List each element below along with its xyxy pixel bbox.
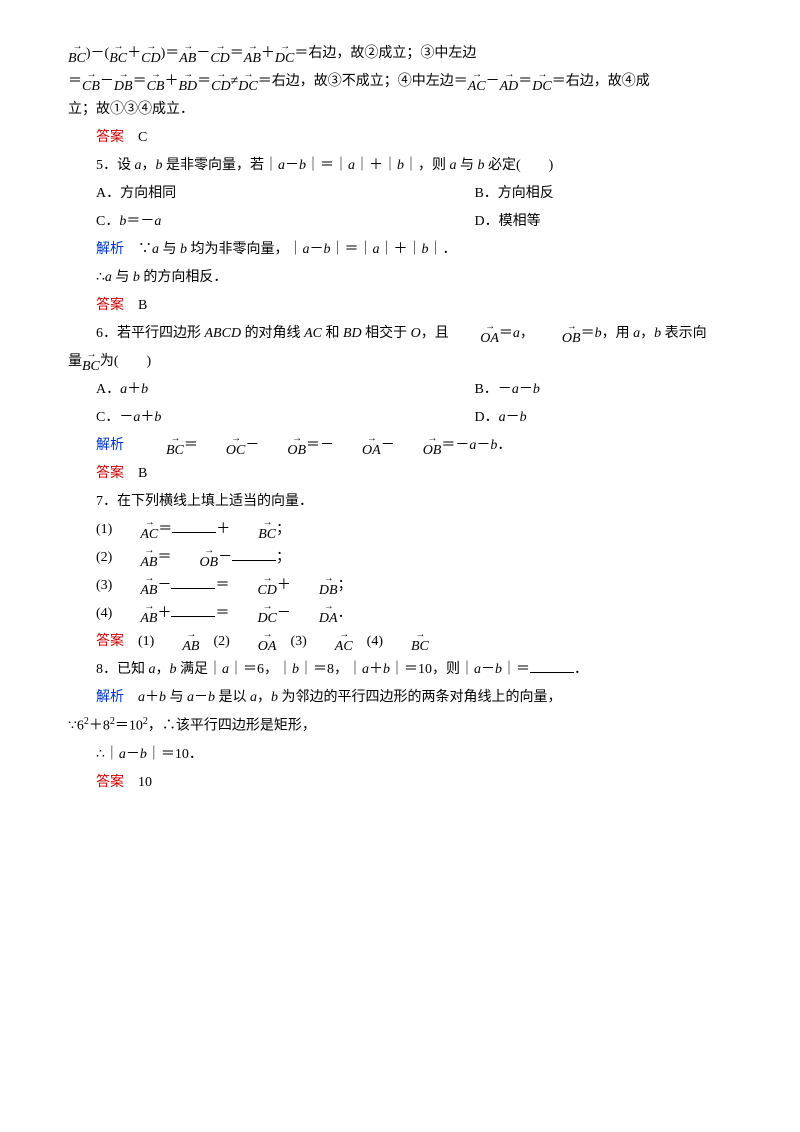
q6-answer: B [138,466,147,481]
q5-optD: D．模相等 [446,208,732,236]
blank [171,574,215,589]
text: ＝右边，故④成 [552,74,650,89]
q5-stem: 5．设 a，b 是非零向量，若｜a－b｜＝｜a｜＋｜b｜，则 a 与 b 必定(… [68,152,732,180]
analysis-label: 解析 [96,438,124,453]
vec-CD: →CD [211,70,230,94]
q7-p1: (1)→AC＝＋→BC； [68,516,732,544]
q5-options-row1: A．方向相同 B．方向相反 [68,180,732,208]
q6-optA: A．a＋b [68,376,446,404]
q6-stem-line2: 量→BC为( ) [68,348,732,376]
vec-DB: →DB [114,70,133,94]
vec-AB: →AB [154,630,199,654]
q6-answer-line: 答案 B [68,460,732,488]
vec-DC: →DC [229,602,276,626]
q8-stem: 8．已知 a，b 满足｜a｜＝6，｜b｜＝8，｜a＋b｜＝10，则｜a－b｜＝． [68,656,732,684]
answer-label: 答案 [96,775,124,790]
vec-BD: →BD [178,70,197,94]
q8-analysis: 解析 a＋b 与 a－b 是以 a，b 为邻边的平行四边形的两条对角线上的向量， [68,684,732,712]
vec-OA: →OA [230,630,277,654]
vec-DC: →DC [532,70,551,94]
text: ＝右边，故③不成立；④中左边＝ [258,74,468,89]
q7-p2: (2)→AB＝→OB－； [68,544,732,572]
vec-AB: →AB [179,42,196,66]
q8-calc: ∵62＋82＝102，∴该平行四边形是矩形， [68,712,732,741]
answer-label: 答案 [96,466,124,481]
text: ＝右边，故②成立；③中左边 [294,46,476,61]
q5-answer-line: 答案 B [68,292,732,320]
answer-label: 答案 [96,634,124,649]
answer-label: 答案 [96,130,124,145]
blank [530,658,574,673]
q5-conclusion: ∴a 与 b 的方向相反． [68,264,732,292]
vec-OB: →OB [395,434,442,458]
vec-AB: →AB [112,574,157,598]
proof-line-3: 立；故①③④成立． [68,96,732,124]
vec-OB: →OB [171,546,218,570]
q5-optA: A．方向相同 [68,180,446,208]
vec-BC: →BC [138,434,184,458]
q8-answer: 10 [138,775,152,790]
q7-p4: (4)→AB＋＝→DC－→DA． [68,600,732,628]
analysis-label: 解析 [96,690,124,705]
vec-CD: →CD [229,574,276,598]
q5-answer: B [138,298,147,313]
vec-CB: →CB [147,70,165,94]
vec-AB: →AB [112,546,157,570]
vec-OC: →OC [198,434,245,458]
proof-line-1: →BC)－(→BC＋→CD)＝→AB－→CD＝→AB＋→DC＝右边，故②成立；③… [68,40,732,68]
q6-optD: D．a－b [446,404,732,432]
q8-conclusion: ∴｜a－b｜＝10． [68,741,732,769]
q5-optB: B．方向相反 [446,180,732,208]
q6-optC: C．－a＋b [68,404,446,432]
blank [232,546,276,561]
answer-label: 答案 [96,298,124,313]
q6-options-row2: C．－a＋b D．a－b [68,404,732,432]
q7-stem: 7．在下列横线上填上适当的向量． [68,488,732,516]
q4-answer: C [138,130,147,145]
vec-AC: →AC [112,518,158,542]
vec-BC: →BC [230,518,276,542]
proof-line-2: ＝→CB－→DB＝→CB＋→BD＝→CD≠→DC＝右边，故③不成立；④中左边＝→… [68,68,732,96]
vec-AC: →AC [307,630,353,654]
q4-answer-line: 答案 C [68,124,732,152]
q6-analysis: 解析 →BC＝→OC－→OB＝－→OA－→OB＝－a－b． [68,432,732,460]
q6-options-row1: A．a＋b B．－a－b [68,376,732,404]
vec-CD: →CD [210,42,229,66]
q7-p3: (3)→AB－＝→CD＋→DB； [68,572,732,600]
q6-optB: B．－a－b [446,376,732,404]
q7-answer-line: 答案 (1)→AB (2)→OA (3)→AC (4)→BC [68,628,732,656]
analysis-label: 解析 [96,242,124,257]
vec-AB: →AB [112,602,157,626]
q6-stem: 6．若平行四边形 ABCD 的对角线 AC 和 BD 相交于 O，且 →OA＝a… [68,320,732,348]
vec-CB: →CB [82,70,100,94]
vec-BC: →BC [383,630,429,654]
blank [172,518,216,533]
vec-OB: →OB [534,322,581,346]
blank [171,602,215,617]
vec-DC: →DC [275,42,294,66]
vec-BC: →BC [68,42,86,66]
vec-OB: →OB [259,434,306,458]
q8-answer-line: 答案 10 [68,769,732,797]
vec-DA: →DA [291,602,338,626]
vec-BC: →BC [82,350,100,374]
vec-DB: →DB [291,574,338,598]
vec-DC: →DC [238,70,257,94]
q5-options-row2: C．b＝－a D．模相等 [68,208,732,236]
vec-AD: →AD [500,70,519,94]
q5-analysis: 解析 ∵a 与 b 均为非零向量，｜a－b｜＝｜a｜＋｜b｜． [68,236,732,264]
vec-AB: →AB [244,42,261,66]
q5-optC: C．b＝－a [68,208,446,236]
vec-OA: →OA [452,322,499,346]
vec-BC: →BC [109,42,127,66]
vec-CD: →CD [141,42,160,66]
vec-OA: →OA [334,434,381,458]
vec-AC: →AC [468,70,486,94]
